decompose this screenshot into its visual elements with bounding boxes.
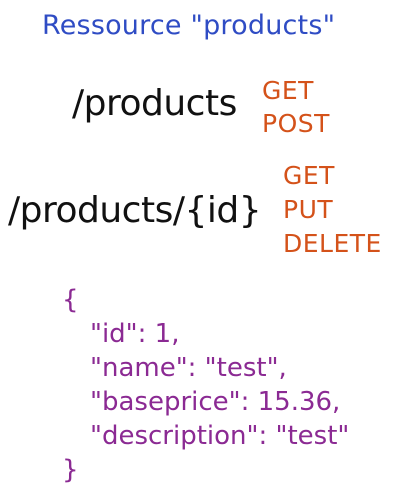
method-get-products-id: GET [283,161,335,190]
json-line-baseprice: "baseprice": 15.36, [90,387,341,417]
method-delete-products-id: DELETE [283,229,382,258]
json-line-description: "description": "test" [90,421,350,451]
json-open-brace: { [62,285,79,315]
json-line-name: "name": "test", [90,353,287,383]
json-line-id: "id": 1, [90,319,180,349]
endpoint-path-products-id: /products/{id} [8,190,262,231]
json-close-brace: } [62,455,79,485]
json-example: { "id": 1, "name": "test", "baseprice": … [62,283,349,487]
method-put-products-id: PUT [283,195,334,224]
method-get-products: GET [262,76,314,105]
diagram-title: Ressource "products" [42,10,336,41]
method-post-products: POST [262,109,330,138]
endpoint-path-products: /products [72,83,237,124]
